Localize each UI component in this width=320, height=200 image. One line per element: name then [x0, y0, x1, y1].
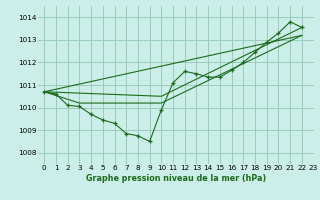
X-axis label: Graphe pression niveau de la mer (hPa): Graphe pression niveau de la mer (hPa)	[86, 174, 266, 183]
